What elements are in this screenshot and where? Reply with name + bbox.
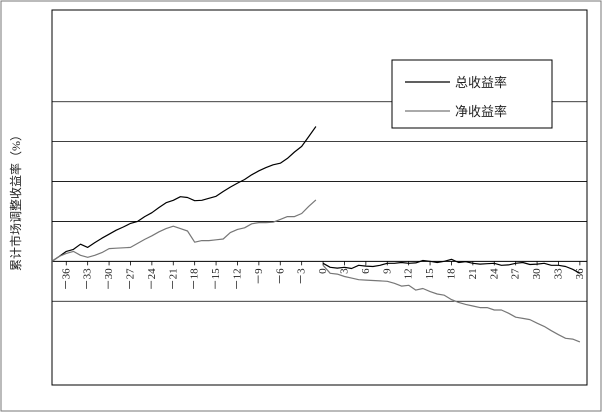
series-line-1-segment-0 xyxy=(51,199,317,262)
x-tick-label: －9 xyxy=(253,268,265,285)
x-tick-label: －15 xyxy=(210,268,222,290)
x-tick-label: 21 xyxy=(467,268,479,279)
legend-label-total-return: 总收益率 xyxy=(455,75,507,90)
x-tick-label: 6 xyxy=(360,268,372,274)
y-axis-label: 累计市场调整收益率（%） xyxy=(8,129,23,271)
x-tick-label: －6 xyxy=(274,268,286,285)
x-tick-label: －24 xyxy=(146,268,158,290)
series-lines xyxy=(51,126,581,343)
legend-box xyxy=(391,59,553,129)
x-tick-label: 12 xyxy=(403,268,415,279)
x-tick-label: －33 xyxy=(82,268,94,290)
x-tick-label: －18 xyxy=(189,268,201,290)
chart-legend: 总收益率 净收益率 xyxy=(391,59,553,129)
x-tick-label: 18 xyxy=(445,268,457,280)
x-axis-ticks: －36 －33 －30 －27 －24 －21 －18 －15 －12 －9 －6 －3 0 3 6 9 12 1… xyxy=(60,261,586,290)
x-tick-label: 33 xyxy=(552,268,564,280)
x-tick-label: 9 xyxy=(381,268,393,274)
x-tick-label: －30 xyxy=(103,268,115,290)
x-tick-label: 27 xyxy=(510,268,522,280)
series-line-0-segment-0 xyxy=(51,126,317,262)
x-tick-label: 30 xyxy=(531,268,543,280)
gridlines xyxy=(52,101,587,302)
x-tick-label: 0 xyxy=(317,268,329,274)
x-tick-label: －21 xyxy=(167,268,179,290)
x-tick-label: 15 xyxy=(424,268,436,280)
x-tick-label: －12 xyxy=(231,268,243,290)
series-line-0-segment-1 xyxy=(322,258,581,274)
x-tick-label: －36 xyxy=(60,268,72,290)
x-tick-label: －3 xyxy=(296,268,308,285)
plot-area-border xyxy=(51,9,588,386)
x-tick-label: 36 xyxy=(574,268,586,280)
x-tick-label: －27 xyxy=(124,268,136,290)
legend-label-net-return: 净收益率 xyxy=(455,104,507,119)
x-tick-label: 24 xyxy=(488,268,500,280)
series-line-1-segment-1 xyxy=(322,264,581,343)
x-tick-label: 3 xyxy=(338,268,350,274)
